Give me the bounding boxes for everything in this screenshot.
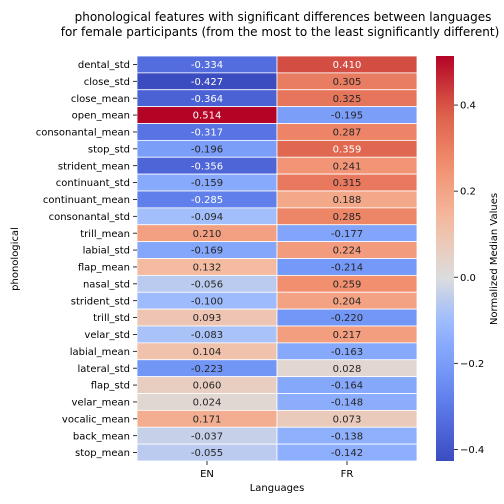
row-tick-label: dental_std: [78, 60, 130, 71]
cell-value-label: 0.315: [333, 178, 362, 189]
cell-value-label: 0.028: [333, 364, 362, 375]
cell-value-label: 0.359: [333, 144, 362, 155]
cell-value-label: 0.204: [333, 296, 362, 307]
cell-value-label: 0.073: [333, 414, 362, 425]
row-tick-label: velar_std: [84, 330, 130, 341]
heatmap-cells: -0.334 0.410 -0.427 0.305 -0.364 0.325 0.514 -0…: [136, 55, 418, 462]
row-tick-label: labial_std: [83, 246, 130, 257]
cell-value-label: 0.171: [193, 414, 222, 425]
cell-value-label: 0.259: [333, 279, 362, 290]
row-tick-label: velar_mean: [72, 398, 130, 409]
colorbar-label: Normalized Median Values: [489, 193, 500, 325]
cell-value-label: -0.356: [191, 161, 223, 172]
cell-value-label: 0.410: [333, 60, 362, 71]
cell-value-label: -0.220: [331, 313, 363, 324]
row-tick-label: open_mean: [72, 111, 130, 122]
column-tick-label: FR: [341, 469, 354, 480]
colorbar-tick-label: −0.2: [460, 359, 484, 370]
cell-value-label: -0.334: [191, 60, 223, 71]
row-tick-labels: dental_std close_std close_mean open_meanco…: [36, 60, 137, 459]
row-tick-label: vocalic_mean: [62, 414, 130, 425]
row-tick-label: close_std: [84, 77, 130, 88]
cell-value-label: -0.083: [191, 330, 223, 341]
chart-title-line-2: for female participants (from the most t…: [61, 25, 500, 39]
row-tick-label: strident_std: [71, 296, 130, 307]
cell-value-label: 0.217: [333, 330, 362, 341]
colorbar: [436, 56, 454, 461]
cell-value-label: 0.060: [193, 381, 222, 392]
colorbar-tick-label: 0.0: [460, 273, 476, 284]
cell-value-label: 0.285: [333, 212, 362, 223]
cell-value-label: 0.514: [193, 111, 222, 122]
x-axis-label: Languages: [250, 483, 305, 494]
row-tick-label: stop_std: [88, 144, 130, 155]
cell-value-label: -0.138: [331, 431, 363, 442]
cell-value-label: -0.037: [191, 431, 223, 442]
colorbar-tick-label: −0.4: [460, 445, 484, 456]
cell-value-label: 0.093: [193, 313, 222, 324]
cell-value-label: -0.055: [191, 448, 223, 459]
column-tick-labels: EN FR: [200, 461, 353, 480]
cell-value-label: -0.163: [331, 347, 363, 358]
cell-value-label: -0.164: [331, 381, 363, 392]
row-tick-label: continuant_std: [56, 178, 130, 189]
row-tick-label: stop_mean: [75, 448, 130, 459]
row-tick-label: flap_std: [91, 381, 130, 392]
colorbar-tick-label: 0.2: [460, 187, 476, 198]
row-tick-label: close_mean: [71, 94, 130, 105]
cell-value-label: 0.024: [193, 398, 222, 409]
row-tick-label: flap_mean: [78, 263, 130, 274]
colorbar-ticks: −0.4 −0.2 0.0 0.2 0.4: [454, 101, 484, 456]
cell-value-label: 0.224: [333, 246, 362, 257]
cell-value-label: -0.142: [331, 448, 363, 459]
y-axis-label: phonological: [10, 227, 21, 291]
cell-value-label: -0.285: [191, 195, 223, 206]
cell-value-label: 0.241: [333, 161, 362, 172]
cell-value-label: -0.195: [331, 111, 363, 122]
cell-value-label: -0.196: [191, 144, 223, 155]
cell-value-label: 0.210: [193, 229, 222, 240]
cell-value-label: -0.148: [331, 398, 363, 409]
column-tick-label: EN: [200, 469, 214, 480]
row-tick-label: lateral_std: [78, 364, 130, 375]
cell-value-label: 0.287: [333, 128, 362, 139]
cell-value-label: 0.188: [333, 195, 362, 206]
cell-value-label: 0.305: [333, 77, 362, 88]
cell-value-label: -0.094: [191, 212, 223, 223]
row-tick-label: nasal_std: [83, 279, 130, 290]
cell-value-label: 0.104: [193, 347, 222, 358]
cell-value-label: -0.317: [191, 128, 223, 139]
cell-value-label: -0.223: [191, 364, 223, 375]
cell-value-label: -0.056: [191, 279, 223, 290]
cell-value-label: -0.169: [191, 246, 223, 257]
cell-value-label: -0.177: [331, 229, 363, 240]
row-tick-label: trill_mean: [80, 229, 130, 240]
row-tick-label: consonantal_mean: [36, 128, 130, 139]
cell-value-label: -0.100: [191, 296, 223, 307]
row-tick-label: labial_mean: [70, 347, 130, 358]
cell-value-label: 0.132: [193, 263, 222, 274]
colorbar-tick-label: 0.4: [460, 101, 476, 112]
row-tick-label: continuant_mean: [43, 195, 130, 206]
chart-title-line-1: phonological features with significant d…: [75, 10, 492, 24]
cell-value-label: 0.325: [333, 94, 362, 105]
cell-value-label: -0.364: [191, 94, 223, 105]
cell-value-label: -0.214: [331, 263, 363, 274]
cell-value-label: -0.159: [191, 178, 223, 189]
row-tick-label: consonantal_std: [49, 212, 130, 223]
row-tick-label: trill_std: [93, 313, 130, 324]
cell-value-label: -0.427: [191, 77, 223, 88]
row-tick-label: back_mean: [73, 431, 130, 442]
row-tick-label: strident_mean: [58, 161, 130, 172]
